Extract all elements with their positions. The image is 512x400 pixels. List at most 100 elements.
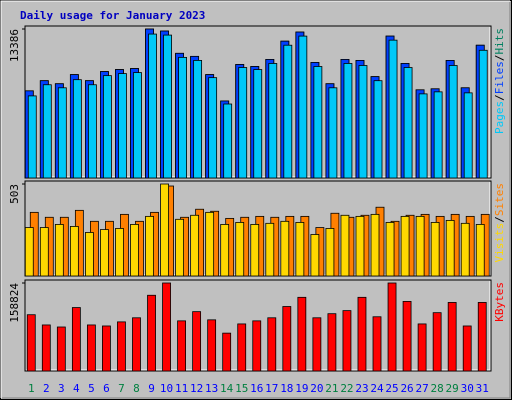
bar xyxy=(117,321,126,372)
bar xyxy=(148,33,157,179)
x-tick-label: 18 xyxy=(280,382,293,395)
bar xyxy=(432,312,442,372)
x-tick-label: 8 xyxy=(133,382,140,395)
bar xyxy=(56,326,66,372)
bar xyxy=(24,227,34,277)
bar xyxy=(162,282,171,372)
bar xyxy=(102,325,111,372)
bar xyxy=(71,307,81,372)
bar xyxy=(298,35,308,179)
chart-title: Daily usage for January 2023 xyxy=(20,9,205,22)
x-tick-label: 22 xyxy=(340,382,353,395)
bar xyxy=(402,301,412,372)
bar xyxy=(447,302,457,372)
x-tick-label: 16 xyxy=(250,382,263,395)
x-tick-label: 4 xyxy=(73,382,80,395)
bar xyxy=(208,77,218,179)
legend-entry: Hits xyxy=(493,28,506,55)
bar xyxy=(342,310,352,372)
bar xyxy=(84,232,94,277)
bar xyxy=(39,227,49,277)
bar xyxy=(87,84,97,179)
bar xyxy=(433,91,443,179)
x-tick-label: 17 xyxy=(265,382,278,395)
bar xyxy=(445,219,455,277)
bar xyxy=(177,320,186,372)
legend: KBytes xyxy=(493,282,506,322)
bar xyxy=(207,319,217,372)
legend-separator: / xyxy=(493,94,506,101)
bar xyxy=(205,211,215,277)
bar xyxy=(327,313,337,372)
x-tick-label: 26 xyxy=(400,382,413,395)
bar xyxy=(192,311,202,372)
bar xyxy=(312,317,322,372)
x-tick-label: 28 xyxy=(431,382,444,395)
x-tick-label: 15 xyxy=(235,382,248,395)
bar xyxy=(477,302,487,372)
bar xyxy=(403,67,413,179)
bar xyxy=(253,69,263,179)
bar xyxy=(223,103,233,179)
y-tick-label: 13386 xyxy=(8,29,21,62)
bar xyxy=(282,306,292,372)
bar xyxy=(340,214,350,277)
x-tick-label: 27 xyxy=(415,382,428,395)
bar xyxy=(328,87,338,179)
x-tick-label: 29 xyxy=(446,382,459,395)
x-tick-label: 30 xyxy=(461,382,474,395)
bar xyxy=(133,72,142,179)
bar xyxy=(252,320,262,372)
bar xyxy=(325,228,335,277)
bar xyxy=(373,80,383,179)
bar xyxy=(417,323,427,372)
bar xyxy=(57,87,67,179)
bar xyxy=(463,92,473,179)
bar xyxy=(42,84,52,179)
legend-entry: KBytes xyxy=(493,282,506,322)
x-tick-label: 5 xyxy=(88,382,95,395)
bar xyxy=(268,63,278,179)
bar xyxy=(27,95,37,179)
x-tick-label: 31 xyxy=(476,382,489,395)
bar xyxy=(86,324,96,372)
bar xyxy=(418,93,428,179)
x-tick-label: 14 xyxy=(220,382,234,395)
x-tick-label: 20 xyxy=(310,382,323,395)
legend-separator: / xyxy=(493,216,506,223)
x-tick-label: 24 xyxy=(370,382,384,395)
x-tick-label: 19 xyxy=(295,382,308,395)
x-tick-label: 23 xyxy=(355,382,368,395)
bar xyxy=(175,218,184,277)
bar xyxy=(448,65,458,179)
bar xyxy=(355,215,365,277)
legend-entry: Files xyxy=(493,61,506,94)
x-tick-label: 13 xyxy=(205,382,218,395)
legend-separator: / xyxy=(493,55,506,62)
bar xyxy=(118,73,127,179)
x-tick-label: 3 xyxy=(58,382,65,395)
bar xyxy=(100,229,109,277)
bar xyxy=(193,60,203,179)
bar xyxy=(478,49,488,179)
bar xyxy=(115,228,124,277)
bar xyxy=(283,44,293,179)
bar xyxy=(400,215,410,277)
legend-entry: Pages xyxy=(493,101,506,134)
bar xyxy=(460,222,470,277)
bar xyxy=(147,294,156,372)
bar xyxy=(265,222,275,277)
bar xyxy=(430,222,440,277)
bar xyxy=(357,296,367,372)
x-tick-label: 10 xyxy=(160,382,173,395)
legend: Pages/Files/Hits xyxy=(493,28,506,134)
bar xyxy=(130,224,139,277)
bar xyxy=(41,324,51,372)
x-tick-label: 2 xyxy=(43,382,50,395)
bar xyxy=(190,214,200,277)
bar xyxy=(280,220,290,277)
bar xyxy=(313,66,323,179)
bar xyxy=(297,296,307,372)
